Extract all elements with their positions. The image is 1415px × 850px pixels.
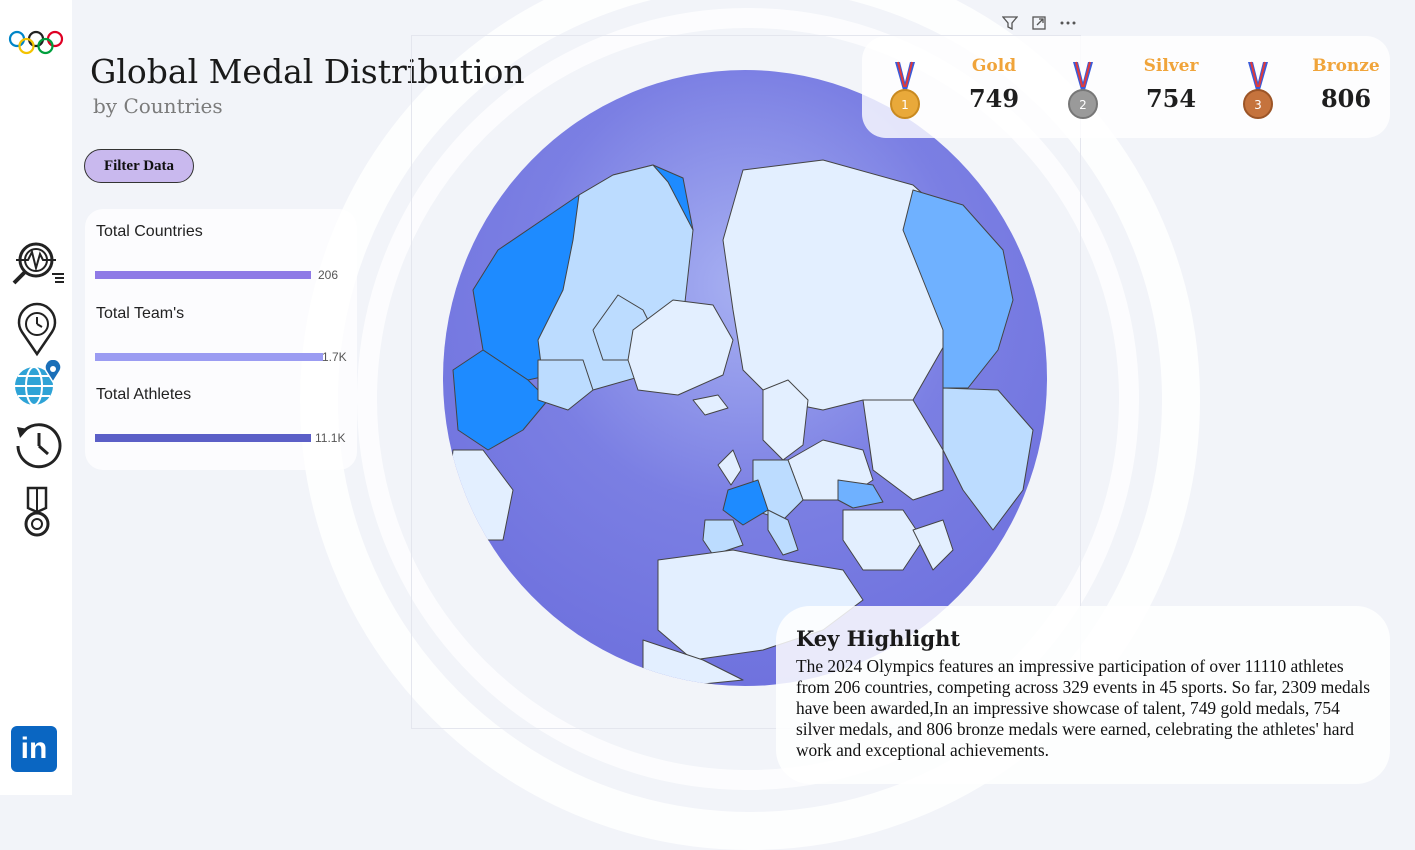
data-search-icon [12,242,64,285]
history-icon [16,423,62,469]
region-scandinavia[interactable] [762,379,809,461]
medal-summary-card: 1 Gold 749 2 Silver 754 3 Bronze 806 [862,36,1390,138]
region-turkey[interactable] [837,479,884,509]
region-usa[interactable] [452,349,549,451]
sidebar: in [0,0,72,795]
region-middle-east[interactable] [842,509,924,571]
bronze-count: 806 [1320,84,1372,113]
gold-count: 749 [968,84,1020,113]
nav-history[interactable] [8,418,66,474]
region-greenland[interactable] [627,299,734,396]
stat-bar-fill [95,353,323,361]
location-clock-icon [17,302,57,357]
map-visual-frame[interactable] [411,35,1081,729]
globe-map[interactable] [443,70,1048,687]
bronze-medal-icon: 3 [1243,61,1273,119]
nav-globe-location[interactable] [8,358,66,416]
region-france[interactable] [722,479,769,526]
filter-data-button[interactable]: Filter Data [84,149,194,183]
medal-icon [24,486,50,537]
stats-card: Total Countries 206 Total Team's 1.7K To… [85,209,357,470]
nav-location-time[interactable] [8,302,66,358]
key-highlight-card: Key Highlight The 2024 Olympics features… [776,606,1390,784]
stat-bar-teams [95,353,323,361]
region-japan[interactable] [942,387,1034,531]
stat-bar-fill [95,271,311,279]
stat-bar-athletes [95,434,313,442]
visual-toolbar [1000,13,1078,33]
stat-label-teams: Total Team's [96,305,185,322]
silver-count: 754 [1145,84,1197,113]
stat-value-teams: 1.7K [322,350,347,364]
stat-value-countries: 206 [318,268,339,282]
olympic-rings-logo [8,30,64,55]
focus-mode-icon[interactable] [1029,13,1049,33]
stat-bar-countries [95,271,313,279]
key-highlight-text: The 2024 Olympics features an impressive… [796,656,1371,760]
region-west-africa[interactable] [642,639,744,687]
gold-label: Gold [971,56,1017,76]
silver-label: Silver [1143,56,1199,76]
stat-value-athletes: 11.1K [315,431,346,445]
globe-pin-icon [15,358,62,406]
region-central-asia[interactable] [862,399,944,501]
page-title: Global Medal Distribution [90,52,525,91]
region-uk[interactable] [717,449,742,486]
region-spain[interactable] [702,519,744,556]
stat-bar-fill [95,434,311,442]
region-italy[interactable] [767,509,799,556]
gold-medal-number: 1 [901,98,909,112]
silver-medal-icon: 2 [1068,61,1098,119]
nav-data-search[interactable] [8,236,66,292]
stat-label-countries: Total Countries [96,223,203,240]
region-china[interactable] [902,189,1014,389]
linkedin-icon[interactable]: in [11,726,57,772]
region-iceland[interactable] [692,394,729,416]
key-highlight-title: Key Highlight [796,626,961,651]
page-subtitle: by Countries [93,94,223,118]
filter-icon[interactable] [1000,13,1020,33]
stat-label-athletes: Total Athletes [96,386,192,403]
bronze-label: Bronze [1312,56,1380,76]
more-options-icon[interactable] [1058,13,1078,33]
gold-medal-icon: 1 [890,61,920,119]
region-india[interactable] [912,519,954,571]
silver-medal-number: 2 [1079,98,1087,112]
nav-medals[interactable] [8,484,66,540]
region-canada-east[interactable] [537,359,594,411]
bronze-medal-number: 3 [1254,98,1262,112]
